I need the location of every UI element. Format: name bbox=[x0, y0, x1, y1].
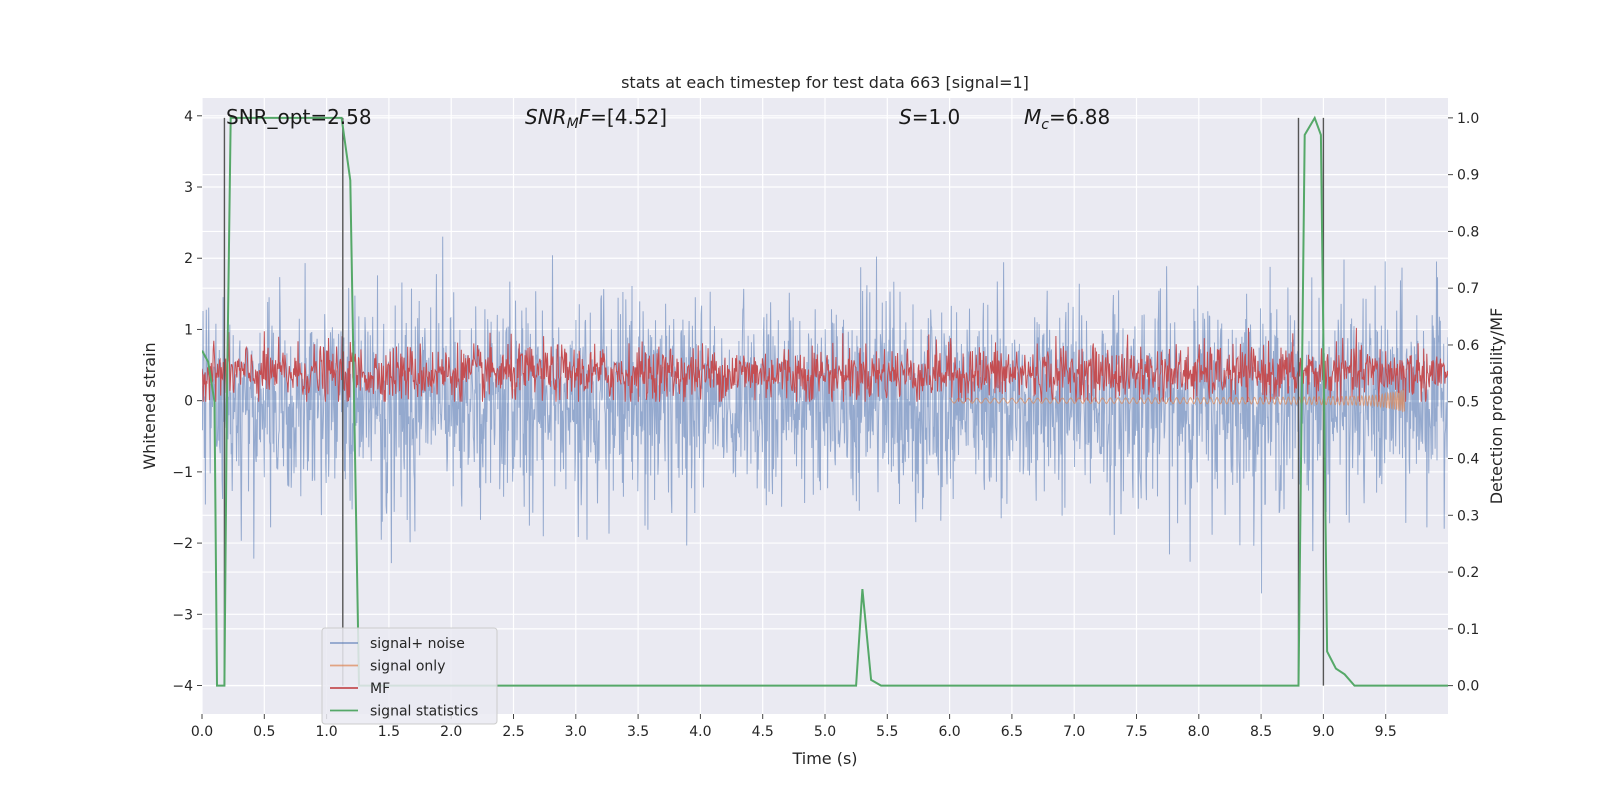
legend-box bbox=[321, 627, 498, 725]
y-right-ticks: 0.0 0.1 0.2 0.3 0.4 0.5 0.6 0.7 0.8 0.9 1.0 bbox=[1448, 111, 1479, 695]
y-left-tick-label: −3 bbox=[172, 607, 193, 623]
line-mf bbox=[202, 327, 1448, 403]
x-tick-label: 4.5 bbox=[752, 724, 774, 740]
legend-label: MF bbox=[370, 681, 390, 697]
x-tick-label: 8.5 bbox=[1250, 724, 1272, 740]
y-left-tick-label: 0 bbox=[184, 394, 193, 410]
x-axis-label: Time (s) bbox=[791, 749, 857, 768]
x-tick-label: 1.5 bbox=[378, 724, 400, 740]
x-tick-label: 7.5 bbox=[1125, 724, 1147, 740]
x-tick-label: 5.0 bbox=[814, 724, 836, 740]
y-right-tick-label: 1.0 bbox=[1457, 111, 1479, 127]
y-left-axis-label: Whitened strain bbox=[140, 342, 159, 469]
x-tick-label: 2.0 bbox=[440, 724, 462, 740]
x-tick-label: 5.5 bbox=[876, 724, 898, 740]
x-tick-label: 8.0 bbox=[1188, 724, 1210, 740]
y-right-tick-label: 0.5 bbox=[1457, 395, 1479, 411]
y-left-tick-label: −4 bbox=[172, 679, 193, 695]
x-tick-label: 0.0 bbox=[191, 724, 213, 740]
y-left-tick-label: 1 bbox=[184, 322, 193, 338]
chart-title: stats at each timestep for test data 663… bbox=[621, 73, 1029, 92]
legend-label: signal+ noise bbox=[370, 636, 465, 652]
x-tick-label: 9.0 bbox=[1312, 724, 1334, 740]
y-right-axis-label: Detection probability/MF bbox=[1487, 308, 1506, 505]
x-tick-label: 1.0 bbox=[315, 724, 337, 740]
series-signal-plus-noise bbox=[202, 236, 1448, 594]
x-tick-label: 6.0 bbox=[938, 724, 960, 740]
y-right-tick-label: 0.9 bbox=[1457, 168, 1479, 184]
y-right-tick-label: 0.4 bbox=[1457, 452, 1479, 468]
y-left-tick-label: −2 bbox=[172, 536, 193, 552]
x-tick-label: 7.0 bbox=[1063, 724, 1085, 740]
x-tick-label: 6.5 bbox=[1001, 724, 1023, 740]
annotation-mc: Mc=6.88 bbox=[1024, 105, 1110, 133]
x-tick-label: 3.0 bbox=[565, 724, 587, 740]
y-left-tick-label: 2 bbox=[184, 251, 193, 267]
y-right-tick-label: 0.7 bbox=[1457, 281, 1479, 297]
legend-label: signal only bbox=[370, 659, 445, 675]
line-signal-only bbox=[949, 388, 1405, 413]
legend: signal+ noise signal only MF signal statist… bbox=[321, 627, 498, 725]
annotation-snr-opt: SNR_opt=2.58 bbox=[226, 105, 372, 129]
y-right-tick-label: 0.1 bbox=[1457, 622, 1479, 638]
annotation-s: S=1.0 bbox=[899, 105, 960, 129]
y-right-tick-label: 0.0 bbox=[1457, 679, 1479, 695]
x-tick-label: 9.5 bbox=[1375, 724, 1397, 740]
y-right-tick-label: 0.3 bbox=[1457, 508, 1479, 524]
y-left-tick-label: 4 bbox=[184, 109, 193, 125]
x-tick-label: 4.0 bbox=[689, 724, 711, 740]
legend-label: signal statistics bbox=[370, 704, 478, 720]
line-signal-statistics bbox=[202, 115, 1448, 687]
annotation-snr-mf: SNRMF=[4.52] bbox=[525, 105, 667, 132]
series-signal-statistics bbox=[202, 115, 1448, 687]
series-signal-only bbox=[949, 388, 1405, 413]
x-tick-label: 3.5 bbox=[627, 724, 649, 740]
line-signal-plus-noise bbox=[202, 236, 1448, 594]
x-tick-label: 2.5 bbox=[502, 724, 524, 740]
x-tick-label: 0.5 bbox=[253, 724, 275, 740]
y-left-tick-label: −1 bbox=[172, 465, 193, 481]
y-right-tick-label: 0.2 bbox=[1457, 565, 1479, 581]
x-ticks: 0.0 0.5 1.0 1.5 2.0 2.5 3.0 3.5 4.0 4.5 5.0 5.5 6.0 6… bbox=[191, 714, 1397, 740]
y-right-tick-label: 0.8 bbox=[1457, 224, 1479, 240]
y-right-tick-label: 0.6 bbox=[1457, 338, 1479, 354]
y-left-ticks: −4 −3 −2 −1 0 1 2 3 4 bbox=[172, 109, 202, 695]
series-mf bbox=[202, 327, 1448, 403]
y-left-tick-label: 3 bbox=[184, 180, 193, 196]
